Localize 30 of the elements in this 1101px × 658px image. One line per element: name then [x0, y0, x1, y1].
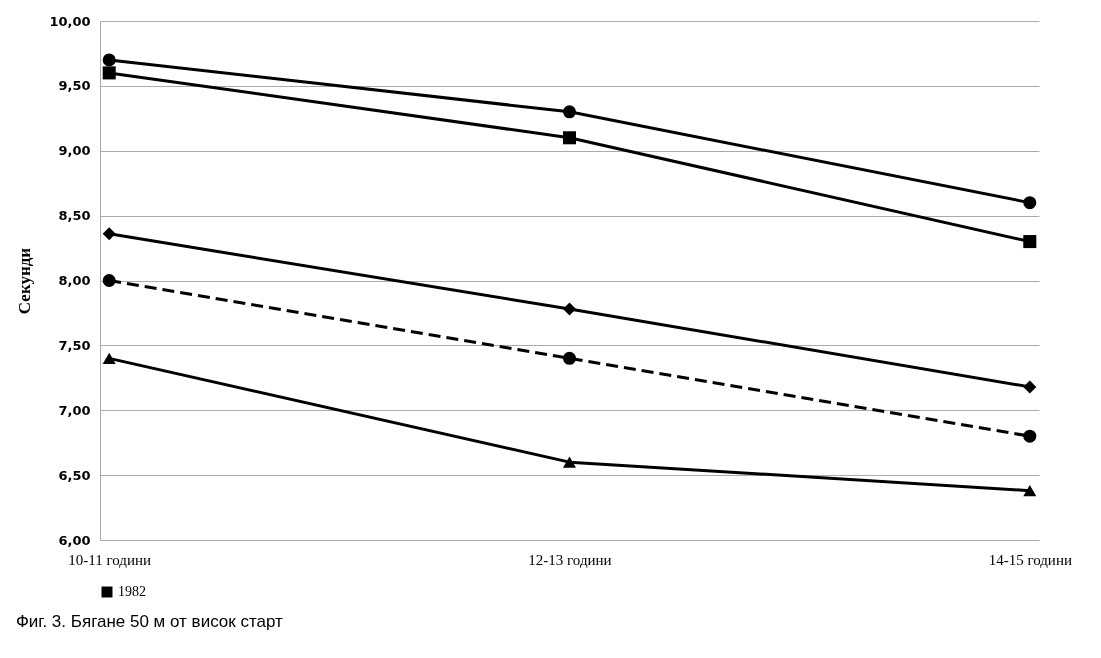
y-tick-label: 6,50 — [58, 467, 91, 483]
point — [102, 66, 116, 80]
y-axis-title: Секунди — [15, 247, 35, 315]
point — [102, 273, 116, 288]
y-tick-label: 8,50 — [58, 208, 91, 224]
x-tick-label: 14-15 години — [988, 551, 1072, 568]
y-tick-label: 9,00 — [58, 143, 91, 159]
point — [1023, 380, 1037, 394]
text: Фиг. 3. Бягане 50 м от висок старт — [15, 612, 284, 631]
point — [562, 131, 577, 145]
y-tick-label: 10,00 — [49, 13, 91, 29]
point — [1023, 429, 1037, 443]
point — [1023, 196, 1037, 210]
y-tick-label: 8,00 — [58, 273, 91, 288]
point — [562, 302, 577, 316]
legend-label: 1982 — [118, 584, 146, 599]
point — [1023, 485, 1037, 497]
y-tick-label: 7,50 — [58, 337, 91, 353]
point — [1023, 235, 1037, 249]
point — [562, 351, 577, 365]
x-tick-label: 12-13 години — [528, 551, 612, 568]
point — [562, 105, 577, 119]
y-tick-label: 9,50 — [58, 78, 91, 94]
point — [562, 456, 577, 468]
y-tick-label: 7,00 — [58, 402, 91, 418]
y-tick-label: 6,00 — [58, 532, 91, 548]
x-tick-label: 10-11 години — [68, 551, 152, 568]
point — [102, 53, 116, 67]
point — [102, 227, 116, 241]
point — [102, 352, 116, 364]
